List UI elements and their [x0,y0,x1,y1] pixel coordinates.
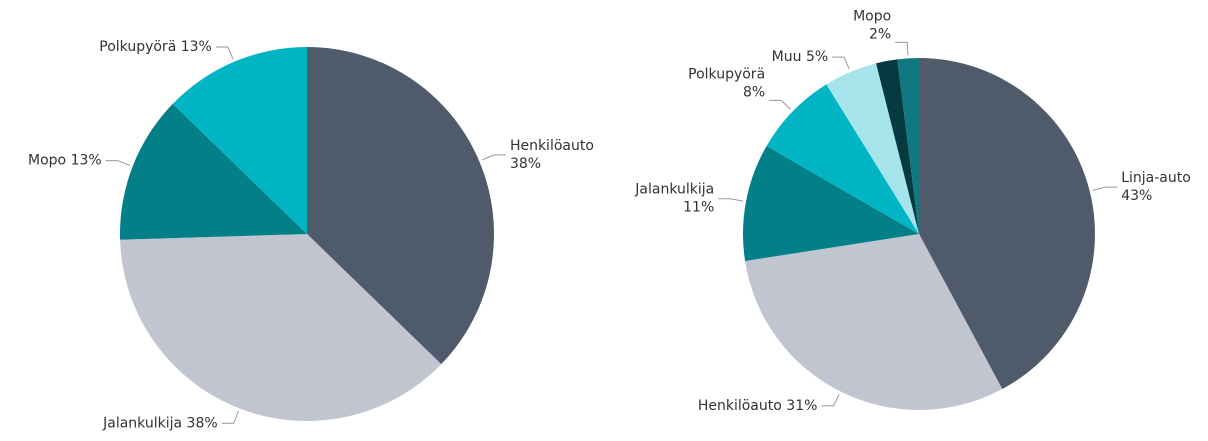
slice-value-label: 38% [187,415,218,431]
slice-label: Muu 5% [772,49,829,65]
slice-label: Mopo [853,8,891,24]
pie-slice [172,47,307,234]
slice-value-label: 31% [786,398,817,414]
slice-name: Mopo [28,153,66,169]
leader-line [481,154,506,161]
slice-label: Linja-auto [1121,170,1191,186]
leader-line [821,394,840,407]
slice-value-label: 8% [743,84,765,100]
slice-label: Jalankulkija 38% [102,415,218,431]
leader-line [895,41,909,56]
leader-line [832,56,850,70]
leader-line [221,410,239,424]
slice-label: Polkupyörä [688,66,765,82]
leader-line [105,160,131,166]
pie-slice [120,234,442,422]
slice-value-label: 2% [869,26,891,42]
leader-line [215,46,234,60]
pie-slice [120,103,308,240]
pie-slice [897,58,919,234]
slice-name: Muu [772,49,802,65]
pie-chart: Linja-auto 43% Henkilöauto 31% Jalankulkija… [634,8,1190,414]
pie-slice [876,59,919,235]
pie-slice [766,84,919,234]
slice-name: Jalankulkija [102,415,182,431]
leader-line [718,198,744,202]
slice-value-label: 43% [1121,188,1152,204]
pie-slice [745,234,1003,410]
leader-line [1092,186,1118,191]
slice-label: Polkupyörä 13% [99,39,212,55]
slice-name: Polkupyörä [99,39,176,55]
slice-value-label: 5% [806,49,828,65]
slice-label: Jalankulkija [634,182,714,198]
pie-slice [919,58,1095,390]
slice-value-label: 11% [683,200,714,216]
slice-value-label: 13% [181,39,212,55]
pie-slice [826,63,919,235]
slice-label: Henkilöauto 31% [698,398,818,414]
slice-value-label: 13% [71,153,102,169]
slice-label: Henkilöauto [510,138,594,154]
slice-value-label: 38% [510,156,541,172]
slice-label: Mopo 13% [28,153,102,169]
leader-line [769,99,791,110]
pie-slice [743,146,919,261]
pie-slice [307,47,495,365]
slice-name: Henkilöauto [698,398,782,414]
